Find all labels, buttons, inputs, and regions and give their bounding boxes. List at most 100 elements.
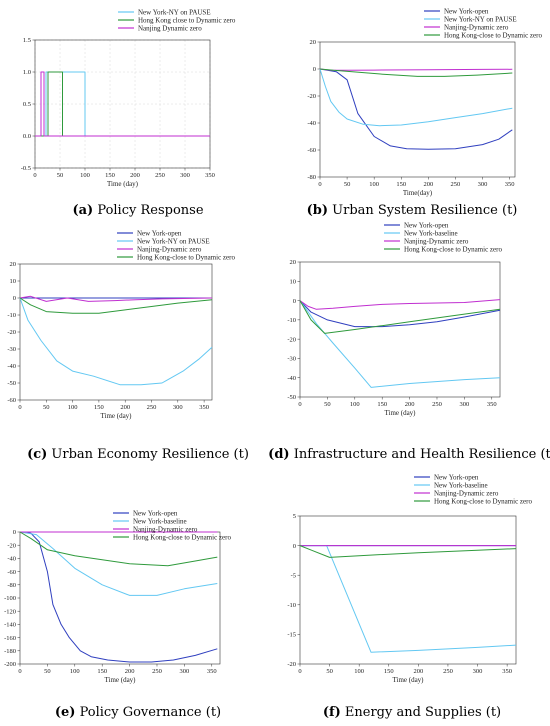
y-tick-label-2: -40 bbox=[307, 120, 316, 127]
y-tick-label-3: -5 bbox=[291, 572, 296, 579]
y-tick-label-0: -0.5 bbox=[21, 165, 31, 172]
x-tick-label-5: 250 bbox=[443, 668, 453, 675]
x-tick-label-5: 250 bbox=[155, 172, 165, 179]
legend-label-1: Hong Kong close to Dynamic zero bbox=[138, 16, 236, 24]
plot-frame bbox=[299, 515, 517, 665]
legend-label-0: New York-NY on PAUSE bbox=[138, 8, 211, 16]
y-tick-label-0: -80 bbox=[307, 174, 316, 181]
plot-frame bbox=[299, 261, 501, 398]
x-tick-label-3: 150 bbox=[94, 404, 104, 411]
caption-f: (f) Energy and Supplies (t) bbox=[323, 705, 501, 720]
series-line-2 bbox=[35, 71, 210, 137]
legend-label-0: New York-open bbox=[444, 7, 489, 15]
y-tick-label-5: 5 bbox=[293, 513, 296, 520]
x-axis-label: Time (day) bbox=[100, 412, 132, 420]
x-tick-label-4: 200 bbox=[130, 172, 140, 179]
x-tick-label-5: 250 bbox=[147, 404, 157, 411]
y-tick-label-4: 1.5 bbox=[23, 37, 31, 44]
caption-d: (d) Infrastructure and Health Resilience… bbox=[268, 447, 550, 462]
plot-frame bbox=[19, 263, 213, 401]
series-line-1 bbox=[319, 68, 513, 127]
y-tick-label-3: -20 bbox=[307, 93, 316, 100]
legend-label-2: Nanjing-Dynamic zero bbox=[404, 237, 469, 245]
panel-policy-response: 0 50 100 150 200 250 300 350 -0.5 0.0 0.5 1.0 1.5 Tim… bbox=[21, 8, 236, 188]
x-axis-label: Time (day) bbox=[107, 180, 139, 188]
x-tick-label-1: 50 bbox=[57, 172, 64, 179]
y-tick-label-3: -20 bbox=[287, 336, 296, 343]
caption-b-label: (b) bbox=[307, 203, 328, 218]
x-tick-label-0: 0 bbox=[318, 181, 321, 188]
caption-c-label: (c) bbox=[27, 447, 47, 462]
caption-f-label: (f) bbox=[323, 705, 341, 720]
panel-energy-supplies: 0 50 100 150 200 250 300 350 -20 -15 -10 -5 0 5 Time (… bbox=[287, 473, 532, 684]
series-line-1 bbox=[300, 545, 517, 653]
x-tick-label-4: 200 bbox=[120, 404, 130, 411]
y-tick-label-2: -160 bbox=[4, 635, 16, 642]
legend-label-3: Hong Kong-close to Dynamic zero bbox=[434, 497, 532, 505]
y-tick-label-2: -30 bbox=[287, 356, 296, 363]
panel-infrastructure-health-resilience: 0 50 100 150 200 250 300 350 -50 -40 -30 -20 -10 0 10 2… bbox=[287, 221, 502, 417]
x-tick-label-4: 200 bbox=[423, 181, 433, 188]
series-line-0 bbox=[299, 300, 501, 328]
y-tick-label-0: -50 bbox=[287, 394, 296, 401]
legend-label-2: Nanjing-Dynamic zero bbox=[137, 245, 202, 253]
x-tick-label-5: 250 bbox=[152, 668, 162, 675]
caption-a: (a) Policy Response bbox=[72, 203, 203, 218]
x-tick-label-1: 50 bbox=[326, 668, 333, 675]
caption-a-text: Policy Response bbox=[93, 203, 204, 218]
y-tick-label-0: -20 bbox=[287, 661, 296, 668]
x-tick-label-1: 50 bbox=[44, 668, 51, 675]
caption-d-label: (d) bbox=[268, 447, 289, 462]
series-line-2 bbox=[319, 68, 513, 71]
legend-label-0: New York-open bbox=[404, 221, 449, 229]
x-tick-label-0: 0 bbox=[18, 404, 21, 411]
y-tick-label-5: 0 bbox=[293, 298, 296, 305]
x-tick-label-2: 100 bbox=[68, 404, 78, 411]
panel-urban-system-resilience: 0 50 100 150 200 250 300 350 -80 -60 -40 -20 0 20 Time… bbox=[307, 7, 542, 197]
y-tick-label-10: 0 bbox=[13, 529, 16, 536]
x-tick-label-0: 0 bbox=[18, 668, 21, 675]
y-tick-label-5: -10 bbox=[7, 312, 16, 319]
y-tick-label-3: -30 bbox=[7, 346, 16, 353]
x-tick-label-7: 350 bbox=[487, 401, 497, 408]
legend-label-1: New York-baseline bbox=[434, 481, 488, 489]
x-tick-label-3: 150 bbox=[377, 401, 387, 408]
legend-label-0: New York-open bbox=[137, 229, 182, 237]
y-tick-label-7: -60 bbox=[7, 569, 16, 576]
y-tick-label-5: 20 bbox=[310, 39, 317, 46]
y-tick-label-3: 1.0 bbox=[23, 69, 31, 76]
series-line-3 bbox=[299, 300, 501, 334]
x-tick-label-5: 250 bbox=[432, 401, 442, 408]
x-tick-label-0: 0 bbox=[33, 172, 36, 179]
legend-label-2: Nanjing-Dynamic zero bbox=[434, 489, 499, 497]
y-tick-label-1: -40 bbox=[287, 375, 296, 382]
caption-c: (c) Urban Economy Resilience (t) bbox=[27, 447, 249, 462]
x-tick-label-7: 350 bbox=[199, 404, 209, 411]
x-tick-label-2: 100 bbox=[354, 668, 364, 675]
x-tick-label-4: 200 bbox=[405, 401, 415, 408]
series-line-0 bbox=[319, 68, 513, 150]
caption-b-text: Urban System Resilience (t) bbox=[328, 203, 517, 218]
panel-urban-economy-resilience: 0 50 100 150 200 250 300 350 -60 -50 -40 -30 -20 -10 0… bbox=[7, 229, 235, 420]
x-tick-label-7: 350 bbox=[502, 668, 512, 675]
x-tick-label-7: 350 bbox=[207, 668, 217, 675]
series-line-1 bbox=[19, 531, 218, 596]
y-tick-label-6: 0 bbox=[13, 295, 16, 302]
caption-e-label: (e) bbox=[55, 705, 76, 720]
x-tick-label-1: 50 bbox=[344, 181, 351, 188]
series-line-2 bbox=[19, 295, 213, 302]
y-tick-label-4: -20 bbox=[7, 329, 16, 336]
x-tick-label-2: 100 bbox=[369, 181, 379, 188]
y-tick-label-6: -80 bbox=[7, 582, 16, 589]
x-axis-label: Time (day) bbox=[104, 676, 136, 684]
x-tick-label-2: 100 bbox=[80, 172, 90, 179]
y-tick-label-3: -140 bbox=[4, 622, 16, 629]
y-tick-label-1: -60 bbox=[307, 147, 316, 154]
caption-a-label: (a) bbox=[72, 203, 93, 218]
legend-label-2: Nanjing Dynamic zero bbox=[138, 24, 202, 32]
x-tick-label-2: 100 bbox=[70, 668, 80, 675]
x-axis-label: Time (day) bbox=[392, 676, 424, 684]
y-tick-label-9: -20 bbox=[7, 542, 16, 549]
y-tick-label-4: -10 bbox=[287, 317, 296, 324]
